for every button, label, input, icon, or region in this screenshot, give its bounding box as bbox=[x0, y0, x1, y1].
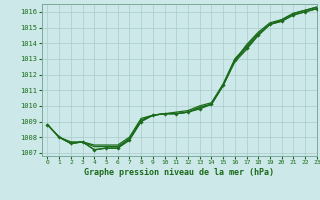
X-axis label: Graphe pression niveau de la mer (hPa): Graphe pression niveau de la mer (hPa) bbox=[84, 168, 274, 177]
